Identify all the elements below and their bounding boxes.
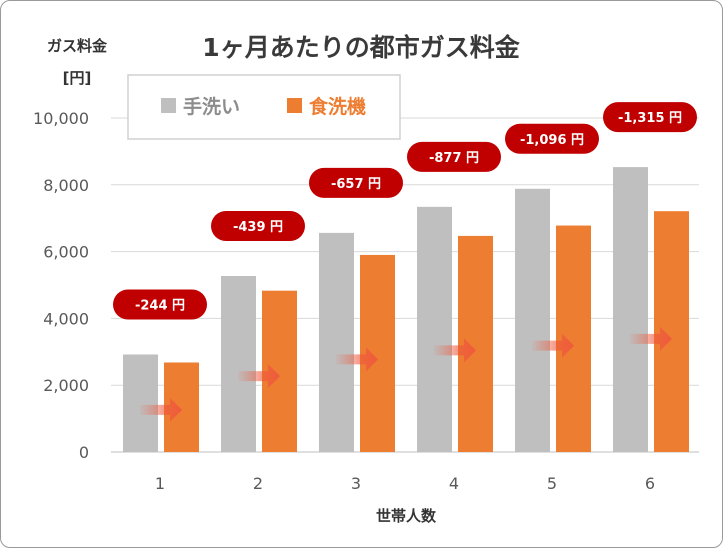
arrow-icon — [630, 326, 672, 351]
legend-dishwasher-swatch — [287, 98, 302, 113]
y-tick-label: 10,000 — [33, 109, 89, 128]
arrow-icon — [336, 347, 378, 372]
x-tick-label: 6 — [645, 474, 655, 493]
x-tick-label: 2 — [253, 474, 263, 493]
gridlines — [111, 117, 699, 453]
y-tick-label: 2,000 — [43, 376, 89, 395]
bar-hand-wash-2 — [221, 275, 256, 452]
arrows — [140, 326, 672, 422]
y-tick-label: 0 — [79, 443, 89, 462]
bar-hand-wash-3 — [319, 232, 354, 452]
arrow-icon — [434, 338, 476, 363]
chart-title: 1ヶ月あたりの都市ガス料金 — [202, 33, 520, 62]
x-tick-label: 5 — [547, 474, 557, 493]
y-axis-title: ガス料金 — [47, 37, 108, 55]
bars — [123, 167, 689, 453]
bar-hand-wash-6 — [613, 167, 648, 452]
savings-badge-label: -244 円 — [135, 298, 185, 313]
arrow-icon — [532, 333, 574, 358]
arrow-icon — [238, 364, 280, 389]
x-tick-labels: 1 2 3 4 5 6 — [155, 474, 655, 493]
savings-badge-label: -657 円 — [331, 177, 381, 192]
savings-badge-label: -1,096 円 — [520, 133, 584, 148]
savings-badge — [309, 167, 403, 198]
savings-badge-label: -877 円 — [429, 151, 479, 166]
savings-badge — [211, 210, 305, 241]
y-axis-unit: [円] — [63, 69, 92, 87]
y-tick-label: 6,000 — [43, 243, 89, 262]
bar-dishwasher-4 — [458, 235, 493, 452]
y-tick-label: 4,000 — [43, 309, 89, 328]
savings-badge — [505, 123, 599, 154]
y-tick-label: 8,000 — [43, 176, 89, 195]
bar-dishwasher-3 — [360, 254, 395, 452]
savings-badge — [113, 289, 207, 320]
savings-badge — [407, 141, 501, 172]
bar-hand-wash-4 — [417, 206, 452, 452]
y-tick-labels: 0 2,000 4,000 6,000 8,000 10,000 — [33, 109, 89, 462]
bar-dishwasher-6 — [654, 211, 689, 452]
x-tick-label: 3 — [351, 474, 361, 493]
bar-dishwasher-5 — [556, 225, 591, 452]
x-tick-label: 1 — [155, 474, 165, 493]
legend: 手洗い 食洗機 — [127, 74, 401, 140]
savings-badge — [603, 102, 697, 133]
legend-dishwasher-label: 食洗機 — [309, 95, 366, 118]
x-tick-label: 4 — [449, 474, 459, 493]
savings-badge-label: -439 円 — [233, 220, 283, 235]
bar-hand-wash-1 — [123, 354, 158, 452]
arrow-icon — [140, 397, 182, 422]
savings-badge-label: -1,315 円 — [618, 111, 682, 126]
legend-hand-wash-swatch — [161, 98, 176, 113]
annotations: -244 円 -439 円 -657 円 -877 円 -1,096 円 -1,315 円 — [113, 102, 697, 320]
bar-hand-wash-5 — [515, 188, 550, 453]
legend-hand-wash-label: 手洗い — [183, 95, 240, 118]
x-axis-title: 世帯人数 — [376, 507, 437, 525]
